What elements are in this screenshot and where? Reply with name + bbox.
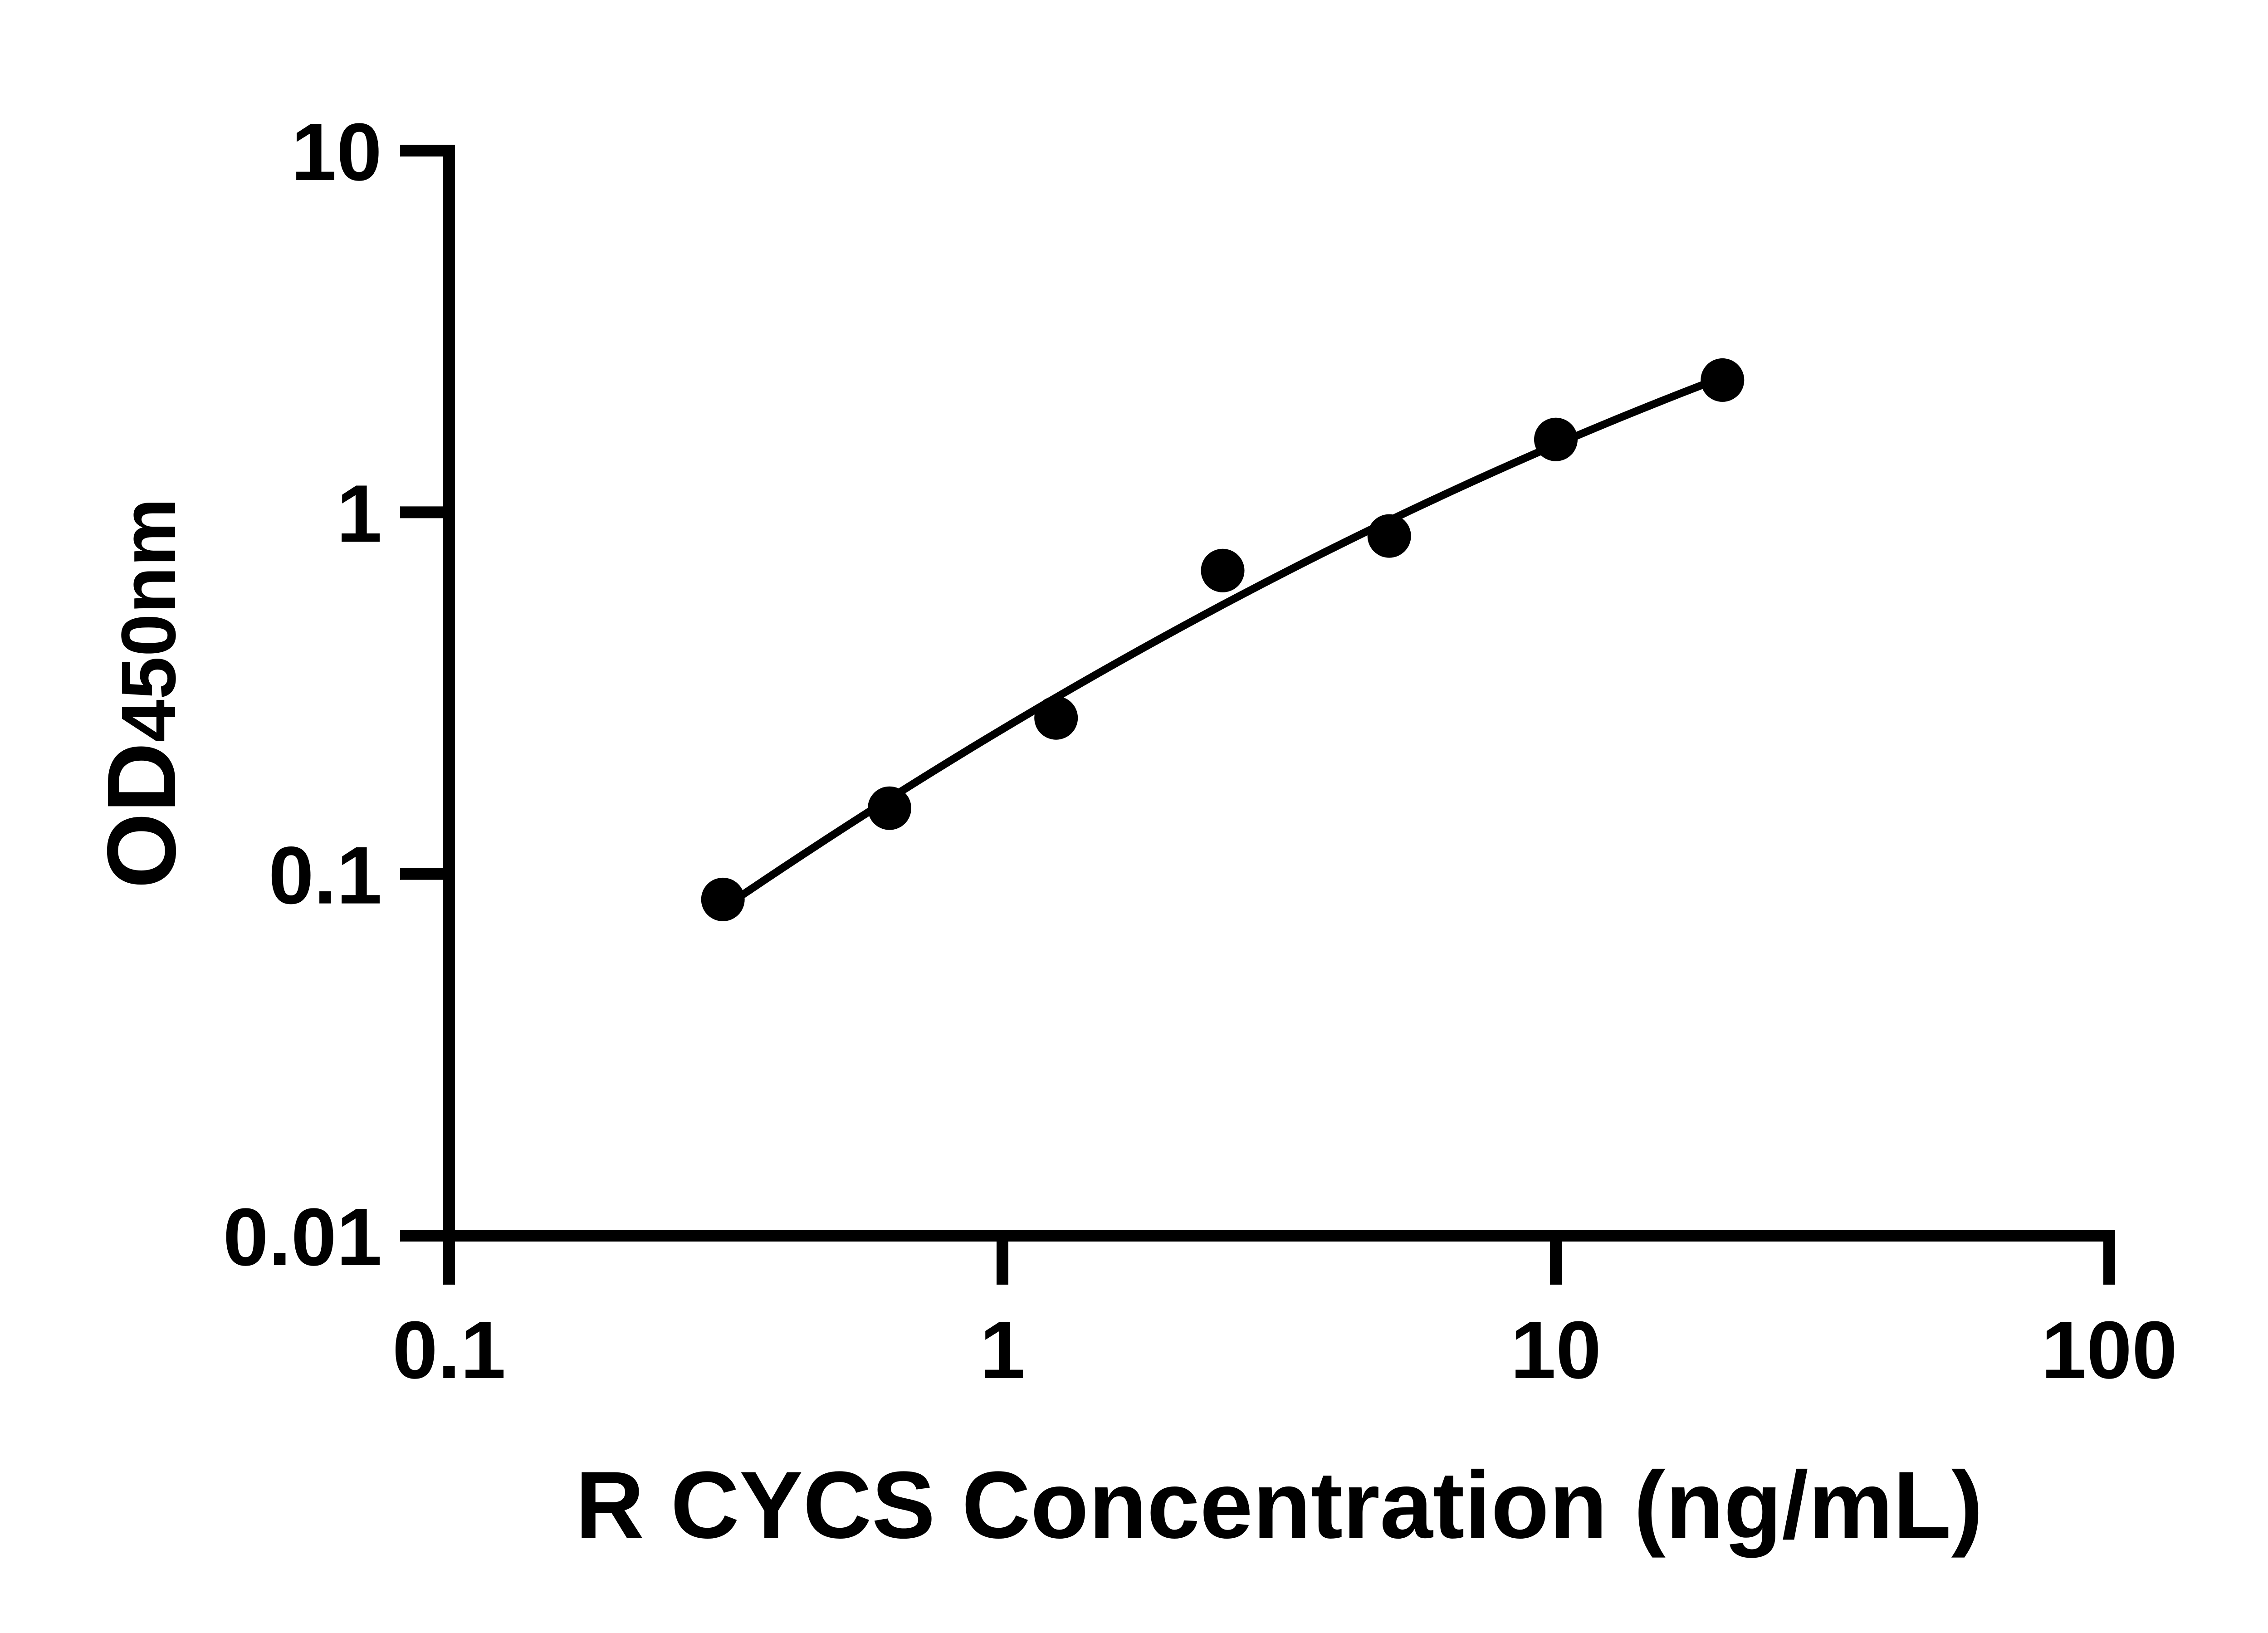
data-point — [1534, 417, 1578, 461]
data-point — [1701, 358, 1745, 402]
data-point — [1201, 548, 1245, 592]
x-tick-label: 100 — [2041, 1305, 2177, 1396]
data-point — [1034, 696, 1078, 740]
axes — [443, 145, 2115, 1242]
y-tick-label: 10 — [291, 107, 382, 198]
y-axis-title: OD450nm — [87, 498, 196, 889]
y-axis-title-subscript: 450nm — [106, 498, 192, 743]
data-point — [868, 786, 911, 830]
x-tick-label: 10 — [1510, 1305, 1601, 1396]
y-tick-label: 0.1 — [269, 830, 382, 921]
y-tick-label: 0.01 — [223, 1192, 382, 1283]
x-axis-title: R CYCS Concentration (ng/mL) — [575, 1452, 1983, 1558]
data-point — [701, 877, 745, 921]
svg-text:OD450nm: OD450nm — [87, 498, 196, 889]
y-axis-title-main: OD — [87, 743, 196, 889]
data-points-layer — [701, 358, 1745, 921]
x-tick-label: 0.1 — [392, 1305, 506, 1396]
data-point — [1367, 514, 1411, 558]
x-tick-label: 1 — [980, 1305, 1025, 1396]
ticks — [400, 145, 2115, 1285]
y-tick-label: 1 — [337, 468, 382, 559]
